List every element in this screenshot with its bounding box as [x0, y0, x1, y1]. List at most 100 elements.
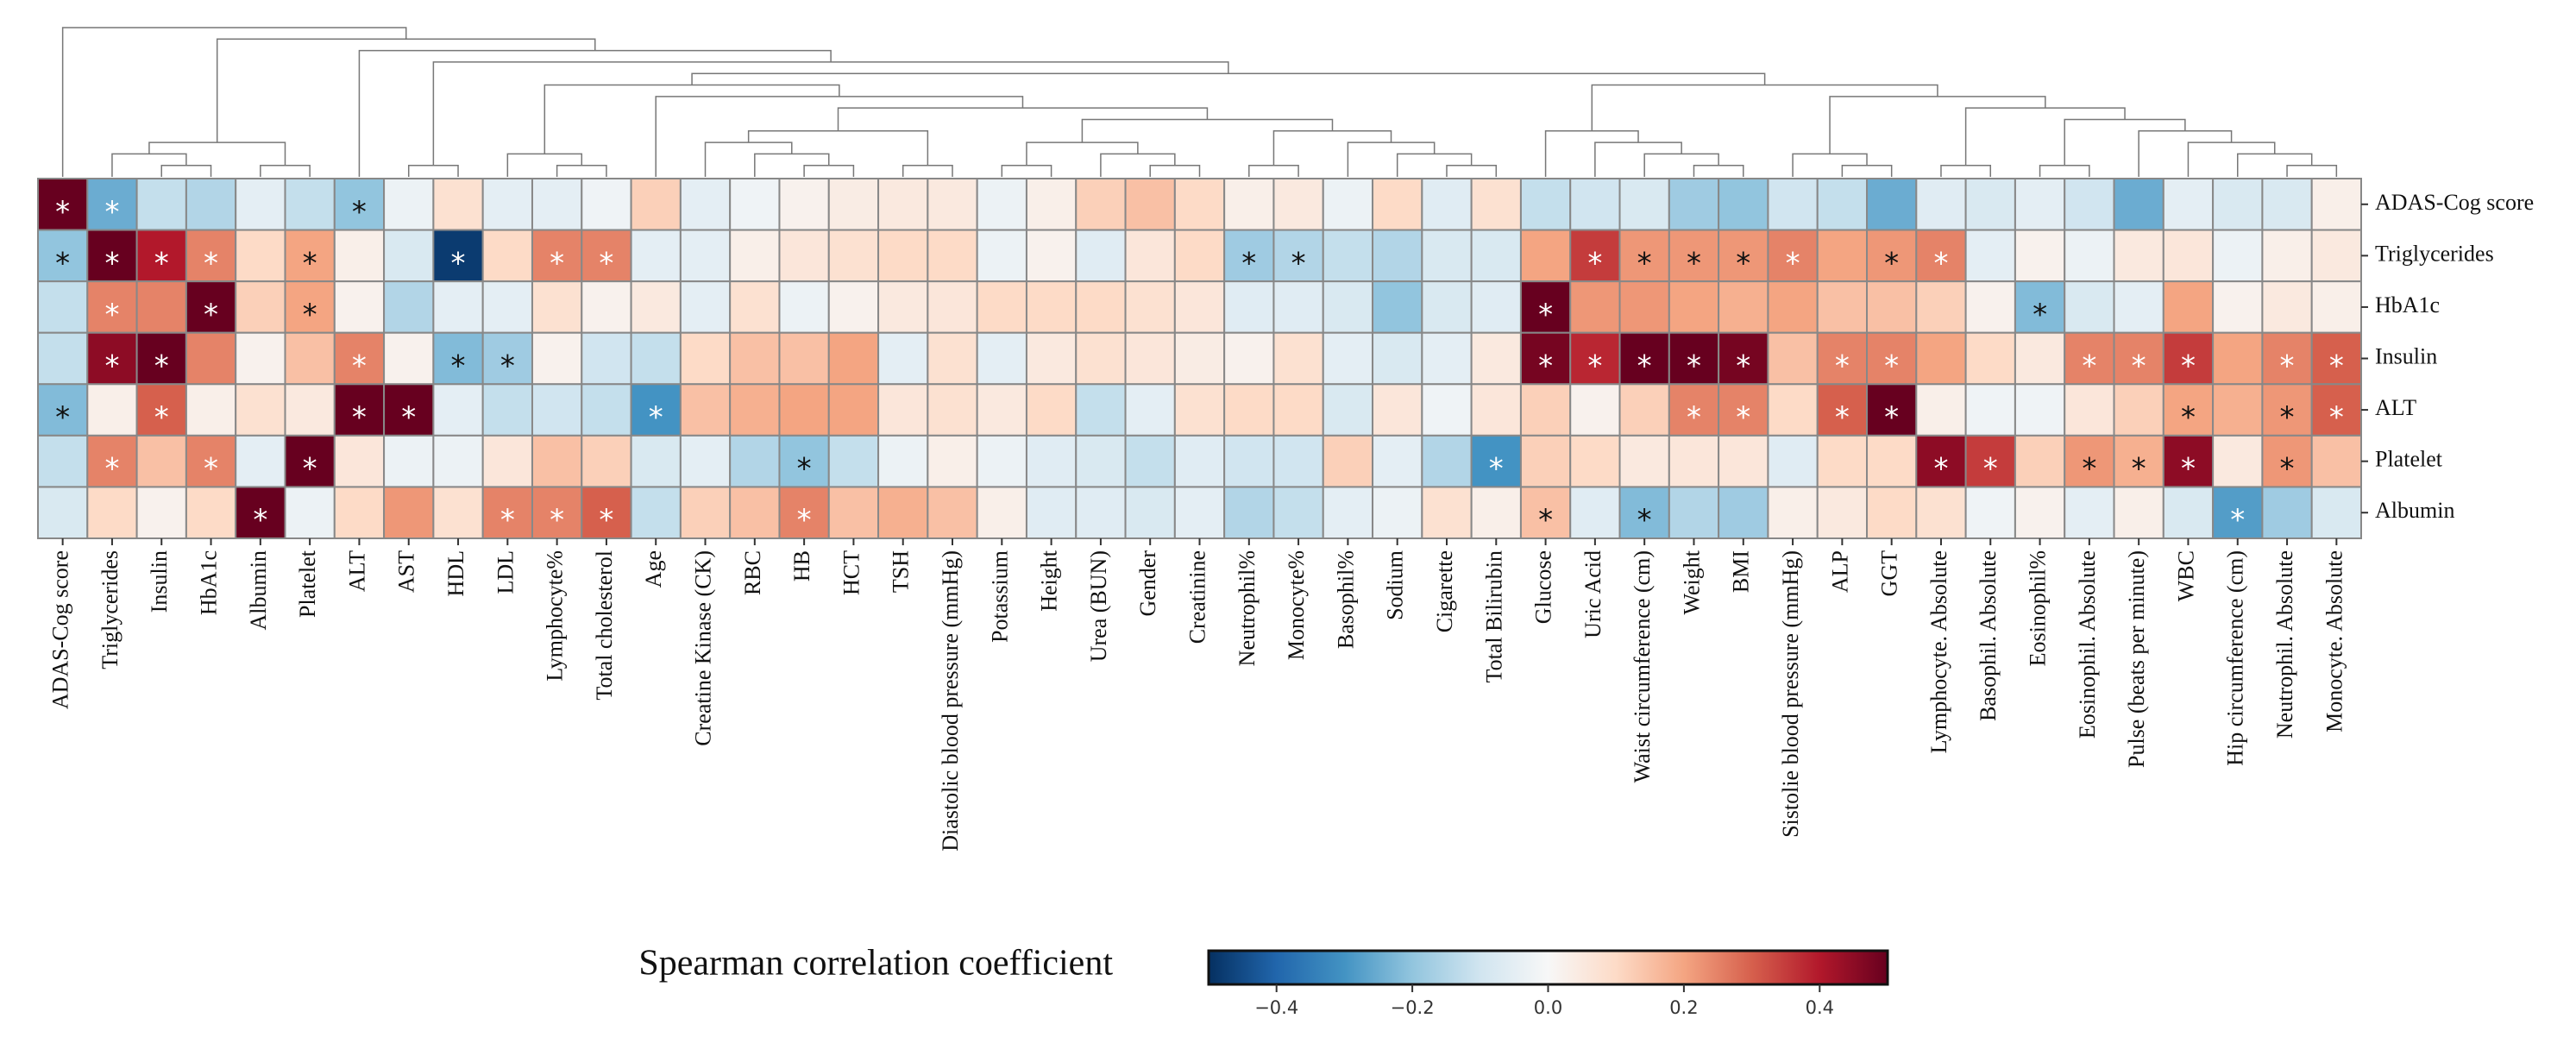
heatmap-cell [976, 280, 1027, 334]
significance-marker: * [303, 298, 317, 332]
heatmap-cell [877, 331, 929, 386]
heatmap-cell [2064, 178, 2115, 231]
x-tick-label: Potassium [987, 550, 1012, 643]
colorbar-tick-label: 0.2 [1669, 997, 1698, 1018]
significance-marker: * [2181, 452, 2196, 487]
heatmap-cell [333, 280, 386, 334]
y-tick-label: Platelet [2375, 447, 2443, 472]
heatmap-cell [827, 178, 880, 231]
heatmap-cell [581, 383, 632, 437]
significance-marker: * [2280, 452, 2295, 487]
significance-marker: * [1786, 246, 1800, 280]
heatmap-cell [1173, 280, 1226, 334]
dendrogram-link [1591, 84, 1938, 131]
heatmap-cell [531, 434, 583, 488]
heatmap-cell [2162, 178, 2215, 231]
heatmap-cell [2162, 280, 2215, 334]
x-tick-label: Diastolic blood pressure (mmHg) [938, 550, 963, 852]
heatmap-cell [481, 280, 533, 334]
heatmap-cell [1519, 331, 1572, 386]
heatmap-cell [235, 486, 286, 540]
heatmap-cell [827, 486, 880, 540]
dendrogram-link [803, 164, 855, 177]
dendrogram-link [1248, 164, 1299, 177]
heatmap-cell [284, 178, 336, 231]
dendrogram-link [1100, 153, 1176, 177]
heatmap-cell [2113, 280, 2164, 334]
heatmap-cell [235, 434, 286, 488]
heatmap-cell [1470, 280, 1522, 334]
heatmap-cell [1322, 178, 1374, 231]
heatmap-cell [333, 434, 386, 488]
heatmap-cell [135, 229, 187, 283]
heatmap-cell [383, 434, 435, 488]
y-tick-label: Insulin [2375, 343, 2437, 368]
heatmap-cell [2113, 486, 2164, 540]
heatmap-cell [383, 280, 435, 334]
heatmap-cell [2212, 331, 2264, 386]
dendrogram-link [2138, 130, 2233, 177]
significance-marker: * [451, 349, 466, 384]
dendrogram-link [2187, 141, 2276, 177]
heatmap-cell [383, 331, 435, 386]
heatmap-cell [1915, 383, 1967, 437]
heatmap-cell [581, 434, 632, 488]
heatmap-cell [1124, 229, 1176, 283]
heatmap-cell [729, 383, 781, 437]
heatmap-cell [2162, 486, 2215, 540]
dendrogram-link [1396, 153, 1473, 177]
heatmap-cell [1421, 280, 1473, 334]
dendrogram-link [2237, 153, 2313, 177]
heatmap-cell [1272, 178, 1324, 231]
significance-marker: * [1933, 246, 1948, 280]
heatmap-cell [630, 486, 682, 540]
dendrogram-link [1792, 153, 1868, 177]
heatmap-cell [531, 383, 583, 437]
dendrogram-link [432, 61, 1229, 166]
dendrogram-link [1001, 164, 1052, 177]
dendrogram-link [1544, 130, 1639, 177]
x-tick-label: ADAS-Cog score [48, 550, 73, 709]
significance-marker: * [352, 195, 367, 229]
heatmap-cell [729, 229, 781, 283]
heatmap-cell [679, 383, 732, 437]
heatmap-cell [37, 434, 89, 488]
heatmap-cell [1718, 178, 1769, 231]
heatmap-cell [1470, 178, 1522, 231]
x-tick-label: BMI [1729, 550, 1754, 593]
significance-marker: * [1538, 298, 1553, 332]
heatmap-cell [1124, 486, 1176, 540]
heatmap-cell [1519, 486, 1572, 540]
heatmap-cell [135, 434, 187, 488]
heatmap-cell [2113, 434, 2164, 488]
heatmap-cell [1866, 280, 1918, 334]
heatmap-cell [1618, 178, 1670, 231]
heatmap-cell [778, 178, 830, 231]
heatmap-cell [2162, 434, 2215, 488]
y-tick-label: Albumin [2375, 498, 2454, 523]
heatmap-cell [927, 486, 978, 540]
heatmap-cell [1372, 331, 1423, 386]
heatmap-cell [2014, 434, 2066, 488]
x-tick-label: Sodium [1383, 550, 1408, 620]
y-tick-label: HbA1c [2375, 292, 2440, 317]
heatmap-cell [778, 280, 830, 334]
heatmap-cell [1025, 383, 1078, 437]
significance-marker: * [649, 400, 663, 435]
significance-marker: * [599, 503, 613, 537]
heatmap-cell [383, 486, 435, 540]
heatmap-cell [1372, 434, 1423, 488]
heatmap-cell [1964, 486, 2016, 540]
heatmap-cell [333, 383, 386, 437]
heatmap-cell [1421, 383, 1473, 437]
x-tick-label: Eosinophil. Absolute [2075, 550, 2100, 739]
dendrogram-link [1643, 153, 1719, 177]
heatmap-cell [2310, 178, 2363, 231]
heatmap-cell [1223, 280, 1275, 334]
heatmap-cell [432, 280, 484, 334]
heatmap-cell [976, 331, 1027, 386]
heatmap-cell [1470, 229, 1522, 283]
x-tick-label: Urea (BUN) [1086, 550, 1111, 662]
heatmap-cell [333, 486, 386, 540]
heatmap-cell [1519, 280, 1572, 334]
